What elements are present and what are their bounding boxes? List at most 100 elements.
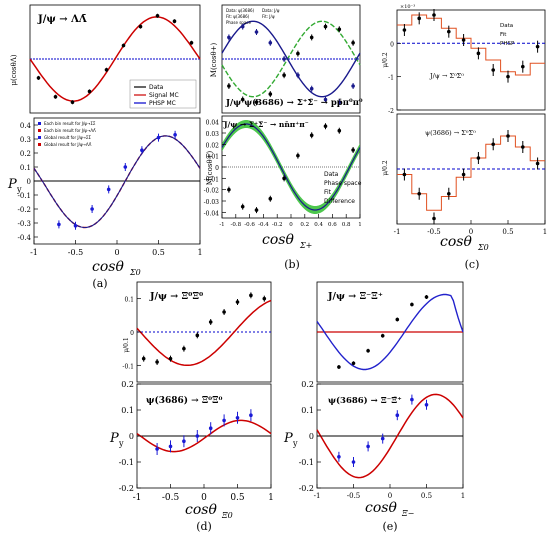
data-point: [104, 68, 109, 72]
x-tick-label: 1: [268, 493, 274, 503]
data-point: [195, 333, 200, 338]
data-psi: [337, 100, 342, 104]
data-point: [296, 153, 300, 158]
legend-entry: Fit: ψ(3686): [226, 14, 250, 19]
y-tick-label: 0.01: [206, 154, 219, 161]
panel-d-top-title: J/ψ → Ξ⁰Ξ̄⁰: [149, 291, 203, 302]
data-point: [235, 300, 240, 304]
data-point: [141, 356, 146, 361]
x-tick-label: -1: [394, 228, 401, 236]
y-tick-label: -0.1: [18, 192, 32, 200]
data-point: [155, 447, 159, 451]
data-point: [380, 333, 385, 338]
data-point: [424, 403, 429, 407]
bin-point: [123, 165, 128, 169]
data-point: [535, 161, 540, 166]
panel-c-bottom-title: ψ(3686) → Σ⁰Σ̄⁰: [425, 129, 476, 137]
data-point: [337, 128, 342, 133]
data-point: [424, 295, 429, 299]
data-point: [417, 16, 422, 21]
panel-c-xlabel: cosθ: [440, 234, 472, 250]
global-fit-red: [33, 135, 201, 229]
panel-d-bottom-title: ψ(3686) → Ξ⁰Ξ̄⁰: [146, 395, 222, 406]
data-psi: [240, 24, 245, 29]
panel-a-ylabel-sub: y: [16, 185, 22, 194]
x-tick-label: 0.8: [342, 222, 351, 228]
x-tick-label: -0.8: [230, 222, 241, 228]
panel-b-bottom-title: J/ψ → Σ⁺Σ̄⁻ → nn̄π⁺π⁻: [223, 120, 309, 129]
data-point: [337, 365, 341, 369]
data-jpsi: [282, 73, 286, 77]
panel-d-xlabel-sub: Ξ0: [221, 511, 233, 520]
data-point: [402, 28, 407, 32]
y-tick-label: -0.03: [204, 199, 220, 206]
data-point: [432, 13, 436, 17]
data-point: [476, 51, 481, 56]
fit-curve: [136, 419, 272, 453]
data-point: [410, 397, 414, 402]
data-point: [189, 41, 194, 45]
legend-entry: Difference: [324, 198, 355, 205]
data-point: [447, 191, 451, 196]
y-tick-label: 0.04: [206, 120, 220, 127]
data-point: [36, 76, 41, 80]
y-tick-label: 0.1: [121, 406, 134, 415]
data-point: [249, 293, 253, 298]
legend-entry: Fit: [324, 189, 332, 196]
y-tick-label: -0.2: [18, 206, 32, 214]
bin-point: [156, 135, 161, 140]
y-tick-label: 0.1: [20, 164, 31, 172]
data-point: [309, 133, 314, 138]
caption-a: (a): [92, 277, 107, 290]
y-tick-label: 0.03: [206, 131, 220, 138]
x-tick-label: 0: [201, 493, 207, 503]
data-point: [282, 176, 286, 181]
x-tick-label: -1: [133, 493, 142, 503]
bin-point: [73, 224, 78, 228]
data-point: [182, 439, 186, 444]
data-point: [395, 317, 400, 322]
bin-point: [173, 133, 177, 137]
data-point: [70, 100, 75, 104]
x-tick-label: 0: [114, 248, 119, 257]
legend-entry: PHSP MC: [149, 100, 176, 107]
data-point: [491, 142, 496, 147]
bin-point: [90, 207, 94, 211]
bin-point: [106, 187, 111, 192]
legend-entry: Data: J/ψ: [262, 8, 280, 13]
panel-c-top-ylabel: μ/0.2: [382, 52, 389, 68]
legend-entry: Data: ψ(3686): [226, 8, 255, 13]
panel-e-top-title: J/ψ → Ξ⁻Ξ̄⁺: [327, 291, 383, 302]
panel-c-bottom-ylabel: μ/0.2: [382, 160, 389, 176]
data-jpsi: [227, 84, 231, 88]
data-point: [168, 356, 173, 361]
x-tick-label: 0.5: [502, 228, 513, 236]
data-point: [351, 148, 355, 152]
data-point: [491, 68, 496, 72]
data-point: [249, 413, 253, 418]
y-tick-label: 0.2: [301, 380, 314, 389]
y-tick-label: 0.1: [124, 297, 134, 304]
data-point: [172, 19, 177, 24]
data-psi: [227, 35, 231, 40]
x-tick-label: -0.2: [272, 222, 283, 228]
y-tick-label: -0.2: [299, 484, 314, 493]
bin-point: [140, 148, 144, 152]
data-psi: [323, 97, 328, 102]
x-tick-label: 0.4: [314, 222, 323, 228]
data-point: [155, 360, 159, 364]
y-tick-label: 0: [27, 178, 31, 186]
data-point: [262, 296, 267, 301]
fit-jpsi-curve: [221, 20, 361, 98]
data-point: [432, 216, 436, 221]
y-tick-label: 0.3: [20, 136, 31, 144]
data-point: [366, 348, 370, 353]
legend-entry: Fit: J/ψ: [262, 14, 275, 19]
panel-c-top-frame: [396, 9, 546, 111]
y-tick-label: 0: [129, 432, 134, 441]
x-tick-label: -0.5: [162, 493, 180, 503]
x-tick-label: -0.4: [258, 222, 269, 228]
data-point: [402, 172, 407, 177]
x-tick-label: 0: [289, 222, 293, 228]
